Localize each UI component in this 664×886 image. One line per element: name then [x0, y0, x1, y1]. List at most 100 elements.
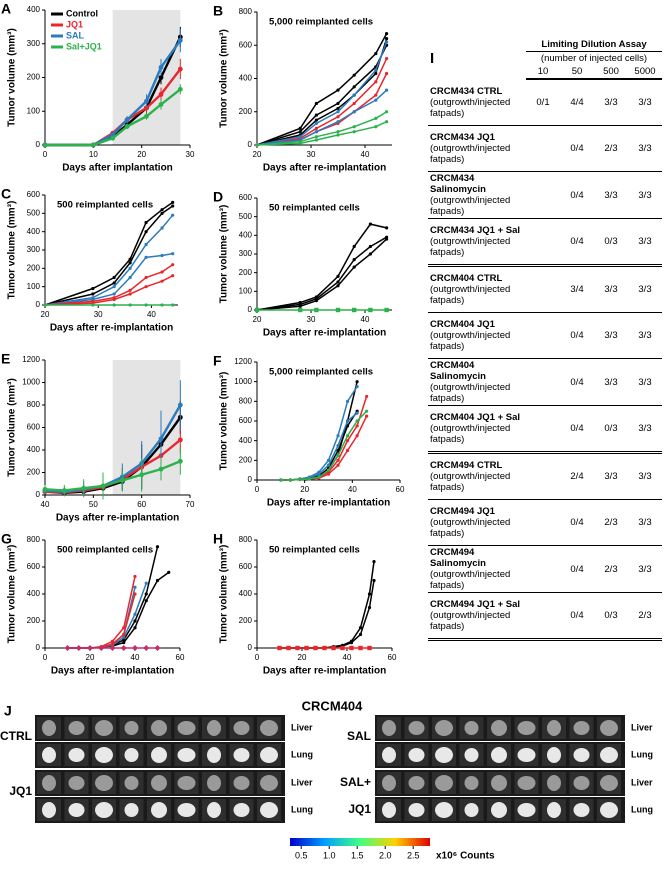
series-line — [256, 73, 388, 146]
table-row: CRCM404 Salinomycin (outgrowth/injected f… — [428, 358, 662, 406]
marker — [124, 117, 130, 123]
marker — [385, 40, 389, 44]
marker — [345, 434, 350, 438]
marker — [358, 645, 363, 651]
x-tick-label: 20 — [253, 150, 262, 159]
cell — [526, 312, 560, 359]
organ — [547, 747, 561, 763]
cell: 3/3 — [594, 452, 628, 500]
group-label: JQ1 — [9, 784, 32, 798]
marker — [177, 402, 183, 408]
marker — [81, 485, 87, 491]
marker — [352, 85, 356, 89]
y-tick-label: 600 — [27, 423, 41, 432]
row-label: CRCM494 JQ1 + Sal (outgrowth/injected fat… — [428, 592, 526, 641]
y-axis-label: Tumor volume (mm³) — [7, 545, 18, 644]
organ-label: Lung — [291, 749, 313, 759]
series-line — [44, 214, 174, 306]
marker — [372, 578, 376, 583]
organ — [491, 720, 507, 736]
cell: 3/3 — [628, 358, 662, 406]
marker — [155, 578, 160, 583]
marker — [336, 453, 340, 458]
series-line — [280, 396, 368, 481]
marker — [158, 466, 164, 472]
marker — [139, 472, 145, 478]
marker — [144, 599, 148, 603]
marker — [345, 439, 350, 443]
cell — [526, 545, 560, 593]
marker — [160, 270, 164, 274]
marker — [133, 585, 137, 589]
y-tick-label: 300 — [27, 245, 41, 254]
marker — [177, 37, 183, 43]
marker — [90, 142, 96, 148]
marker — [314, 121, 318, 125]
panel-label: 500 reimplanted cells — [57, 545, 153, 556]
organ-label: Liver — [291, 722, 313, 732]
marker — [160, 211, 164, 215]
y-axis-label: Tumor volume (mm³) — [219, 205, 230, 304]
marker — [326, 463, 331, 467]
x-tick-label: 40 — [147, 310, 156, 319]
marker — [177, 437, 183, 443]
marker — [385, 120, 389, 124]
organ — [233, 748, 250, 762]
colorbar-tick-label: 2.0 — [379, 850, 392, 860]
organ — [233, 803, 250, 817]
row-name: CRCM434 Salinomycin — [430, 173, 486, 195]
y-tick-label: 0 — [36, 300, 41, 309]
x-axis-label: Days after implantation — [62, 163, 173, 174]
marker — [365, 409, 369, 413]
marker — [171, 252, 175, 256]
organ — [68, 748, 85, 762]
organ — [151, 775, 167, 791]
marker — [144, 113, 149, 119]
column-header: 10 — [526, 65, 560, 80]
organ — [464, 776, 479, 790]
cell: 2/3 — [594, 545, 628, 593]
marker — [317, 475, 321, 479]
marker — [340, 645, 345, 651]
marker — [144, 220, 148, 225]
organ — [124, 803, 139, 817]
marker — [336, 106, 340, 111]
organ — [95, 775, 113, 791]
marker — [160, 226, 164, 230]
marker — [144, 242, 148, 247]
cell: 0/4 — [560, 405, 594, 454]
organ — [573, 748, 590, 762]
organ — [600, 802, 618, 818]
y-tick-label: 1200 — [234, 357, 252, 366]
y-tick-label: 200 — [239, 107, 253, 116]
cell: 3/3 — [594, 312, 628, 359]
organ — [517, 776, 536, 790]
organ — [177, 803, 196, 817]
cell — [526, 358, 560, 406]
marker — [279, 478, 283, 482]
y-tick-label: 200 — [239, 616, 253, 625]
table-row: CRCM434 JQ1 (outgrowth/injected fatpads) 0… — [428, 125, 662, 172]
marker — [128, 275, 132, 280]
marker — [336, 463, 340, 467]
marker — [128, 288, 132, 292]
y-tick-label: 200 — [239, 455, 253, 464]
row-label: CRCM404 Salinomycin (outgrowth/injected f… — [428, 358, 526, 406]
organ — [260, 747, 278, 763]
y-tick-label: 400 — [239, 589, 253, 598]
panel-label: 5,000 reimplanted cells — [269, 17, 373, 28]
marker — [298, 135, 302, 139]
row-note: (outgrowth/injected fatpads) — [430, 517, 511, 539]
marker — [160, 279, 164, 283]
cell: 3/3 — [628, 499, 662, 546]
organ — [151, 720, 167, 736]
marker — [128, 266, 132, 270]
organ — [207, 775, 221, 791]
marker — [365, 414, 369, 418]
cell: 2/3 — [628, 592, 662, 641]
colorbar-tick-label: 2.5 — [407, 850, 420, 860]
x-tick-label: 30 — [307, 315, 316, 324]
y-tick-label: 300 — [239, 249, 253, 258]
panel-letter: A — [1, 1, 11, 17]
marker — [298, 307, 303, 313]
